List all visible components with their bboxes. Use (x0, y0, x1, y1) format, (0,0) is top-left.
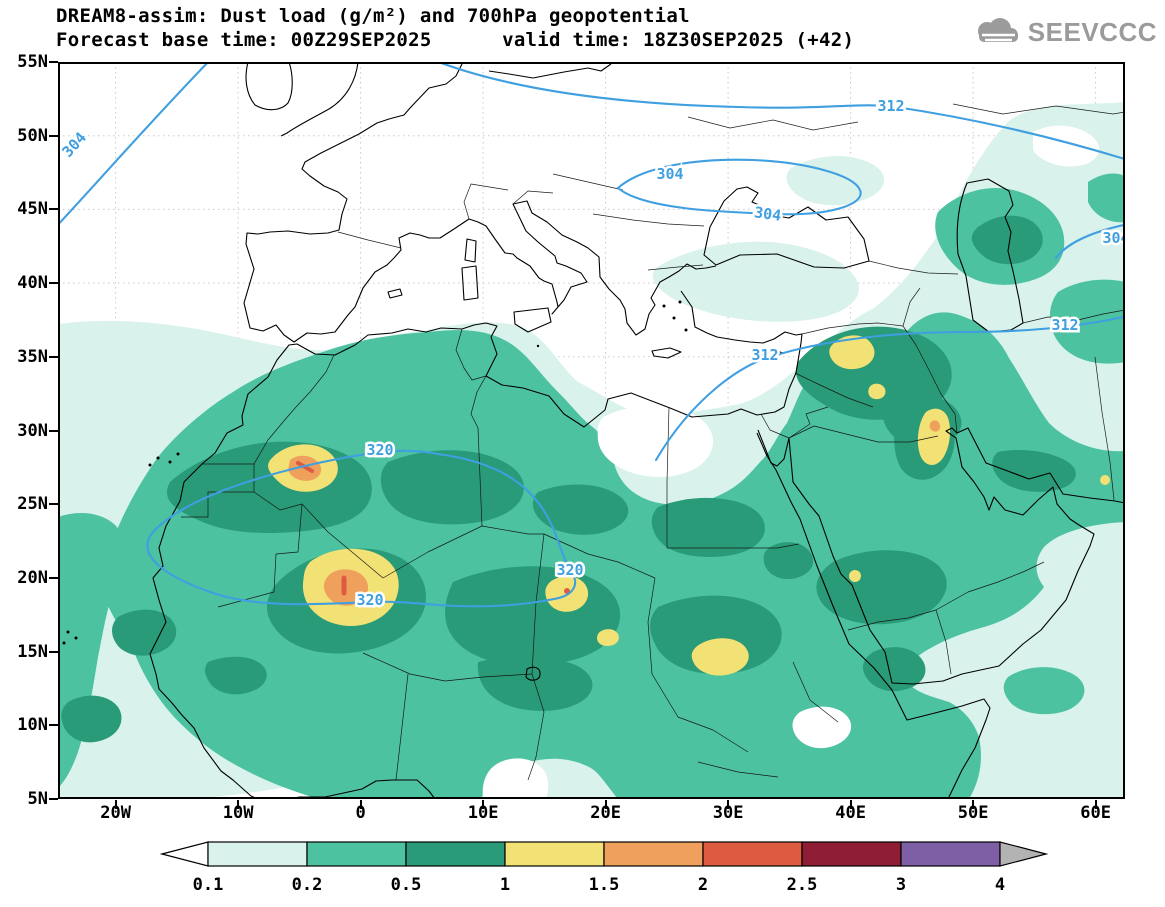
lon-axis-label: 60E (1080, 803, 1111, 823)
page-title: DREAM8-assim: Dust load (g/m²) and 700hP… (56, 5, 690, 27)
lat-tick (49, 61, 58, 63)
lat-axis-label: 40N (17, 273, 48, 294)
lon-axis-label: 20E (590, 803, 621, 823)
lon-axis-label: 10E (467, 803, 499, 823)
dust-load-colorbar: 0.1 0.2 0.5 1 1.5 2 2.5 3 4 (160, 841, 1048, 895)
colorbar-level-label: 0.5 (391, 875, 422, 895)
lon-axis-label: 40E (835, 803, 866, 823)
geopotential-contour-label: 304 (1102, 229, 1125, 247)
lon-tick (482, 800, 485, 809)
lat-axis-label: 5N (27, 789, 48, 809)
colorbar-segment (504, 841, 605, 867)
geopotential-contour-label: 320 (556, 561, 583, 579)
map-frame (58, 62, 1125, 799)
lat-tick (49, 282, 58, 285)
geopotential-contour-label: 312 (1051, 316, 1078, 334)
lat-axis-label: 20N (17, 567, 48, 588)
lon-tick (114, 800, 117, 809)
lat-tick (49, 650, 58, 653)
lat-axis-label: 25N (17, 494, 48, 515)
geopotential-contour-lines (58, 62, 1125, 608)
lat-axis-label: 10N (17, 715, 48, 736)
colorbar-arrow (160, 841, 209, 867)
colorbar-segment (306, 841, 407, 867)
colorbar-segment (801, 841, 902, 867)
colorbar-level-label: 0.1 (193, 875, 224, 895)
lon-axis-label: 50E (957, 803, 989, 823)
country-borders (181, 103, 1125, 781)
lon-axis-label: 0 (355, 803, 366, 823)
lon-tick (237, 800, 240, 809)
lon-axis-label: 30E (712, 803, 744, 823)
cloud-icon (977, 18, 1018, 42)
colorbar-segment (702, 841, 803, 867)
lat-tick (49, 355, 58, 358)
lon-axis-label: 20W (100, 803, 131, 823)
lat-tick (49, 208, 58, 211)
colorbar-level-label: 3 (896, 875, 906, 895)
lat-tick (49, 134, 58, 137)
lon-axis-label: 10W (222, 803, 254, 823)
lon-tick (359, 800, 362, 809)
lat-axis-label: 15N (17, 641, 48, 662)
colorbar-segment (603, 841, 704, 867)
lat-tick (49, 724, 58, 727)
map-canvas: 304 312 304 304 304 312 312 320 320 320 (58, 62, 1125, 799)
lat-axis-label: 50N (17, 125, 48, 146)
lat-axis-label: 45N (17, 199, 48, 220)
forecast-time-subtitle: Forecast base time: 00Z29SEP2025 valid t… (56, 29, 855, 51)
colorbar-level-label: 4 (995, 875, 1005, 895)
colorbar-level-label: 0.2 (292, 875, 323, 895)
logo-text: SEEVCCC (1027, 16, 1157, 47)
lon-tick (849, 800, 852, 809)
lon-tick (727, 800, 730, 809)
geopotential-contour-label: 304 (59, 129, 91, 161)
lat-tick (49, 576, 58, 579)
colorbar-level-label: 2.5 (787, 875, 818, 895)
lat-axis-label: 30N (17, 420, 48, 441)
geopotential-contour-label: 312 (877, 97, 904, 115)
colorbar-level-label: 2 (698, 875, 708, 895)
dust-load-filled-contours (58, 102, 1125, 799)
lat-tick (49, 429, 58, 432)
colorbar-segment (900, 841, 1001, 867)
colorbar-segment (405, 841, 506, 867)
lat-axis-label: 35N (17, 346, 48, 367)
colorbar-arrow (999, 841, 1048, 867)
lon-tick (604, 800, 607, 809)
geopotential-contour-label: 320 (356, 591, 383, 609)
lat-tick (49, 798, 58, 800)
lat-axis-label: 55N (17, 52, 48, 72)
colorbar-segment (207, 841, 308, 867)
contour-labels: 304 312 304 304 304 312 312 320 320 320 (58, 95, 1125, 612)
colorbar-level-label: 1.5 (589, 875, 620, 895)
colorbar-level-label: 1 (500, 875, 510, 895)
lat-tick (49, 503, 58, 506)
geopotential-contour-label: 304 (656, 165, 683, 183)
geopotential-contour-label: 312 (751, 346, 778, 364)
seevccc-logo: SEEVCCC (970, 16, 1157, 48)
geopotential-contour-label: 304 (753, 203, 782, 225)
lon-tick (972, 800, 975, 809)
lon-tick (1094, 800, 1097, 809)
geopotential-contour-label: 320 (366, 441, 393, 459)
